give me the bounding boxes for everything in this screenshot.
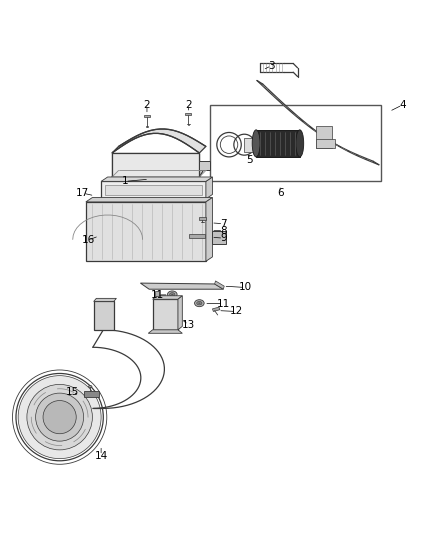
Text: 4: 4: [399, 100, 406, 110]
Text: 11: 11: [151, 290, 165, 300]
Polygon shape: [86, 202, 206, 261]
Polygon shape: [199, 161, 210, 169]
Polygon shape: [189, 234, 205, 238]
Polygon shape: [206, 177, 212, 199]
Polygon shape: [144, 116, 150, 117]
Polygon shape: [106, 185, 201, 195]
Text: 1: 1: [122, 176, 128, 187]
Polygon shape: [178, 296, 182, 330]
Ellipse shape: [296, 130, 304, 157]
Polygon shape: [112, 129, 206, 153]
Text: 10: 10: [239, 282, 252, 293]
Text: 6: 6: [277, 188, 283, 198]
Polygon shape: [112, 153, 199, 177]
Polygon shape: [199, 217, 206, 220]
Circle shape: [18, 376, 101, 458]
Text: 17: 17: [76, 188, 89, 198]
Text: 16: 16: [81, 235, 95, 245]
Ellipse shape: [194, 300, 204, 306]
Bar: [256, 130, 300, 157]
Text: 3: 3: [268, 61, 275, 71]
Circle shape: [27, 384, 92, 450]
Polygon shape: [212, 231, 226, 244]
Polygon shape: [101, 177, 212, 181]
Polygon shape: [148, 330, 182, 333]
Text: 7: 7: [220, 219, 227, 229]
Polygon shape: [244, 138, 255, 152]
Text: 8: 8: [220, 225, 227, 236]
Polygon shape: [316, 139, 335, 148]
Ellipse shape: [252, 130, 260, 157]
Circle shape: [35, 393, 84, 441]
Text: 9: 9: [220, 233, 227, 243]
Circle shape: [43, 400, 76, 434]
Ellipse shape: [88, 385, 92, 387]
Bar: [210, 105, 381, 181]
Ellipse shape: [198, 303, 201, 304]
Polygon shape: [86, 198, 212, 202]
Ellipse shape: [170, 293, 175, 296]
Ellipse shape: [197, 302, 202, 305]
Polygon shape: [155, 290, 159, 296]
Polygon shape: [141, 283, 223, 289]
Text: 5: 5: [246, 155, 253, 165]
Polygon shape: [152, 299, 178, 330]
Ellipse shape: [167, 291, 177, 298]
Polygon shape: [212, 307, 220, 311]
Polygon shape: [112, 153, 199, 177]
Text: 2: 2: [185, 100, 192, 110]
Polygon shape: [94, 302, 114, 330]
Ellipse shape: [171, 294, 173, 295]
Polygon shape: [185, 113, 191, 115]
Text: 11: 11: [217, 298, 230, 309]
Polygon shape: [84, 391, 99, 397]
Text: 14: 14: [95, 450, 108, 461]
Polygon shape: [112, 166, 206, 177]
Polygon shape: [101, 181, 206, 199]
Polygon shape: [94, 298, 117, 302]
Polygon shape: [215, 281, 224, 289]
Polygon shape: [316, 126, 332, 148]
Polygon shape: [152, 296, 182, 299]
Text: 2: 2: [144, 100, 150, 110]
Text: 12: 12: [230, 306, 243, 317]
Ellipse shape: [196, 227, 205, 231]
Text: 15: 15: [66, 387, 79, 397]
Text: 13: 13: [182, 320, 195, 329]
Polygon shape: [206, 198, 212, 261]
